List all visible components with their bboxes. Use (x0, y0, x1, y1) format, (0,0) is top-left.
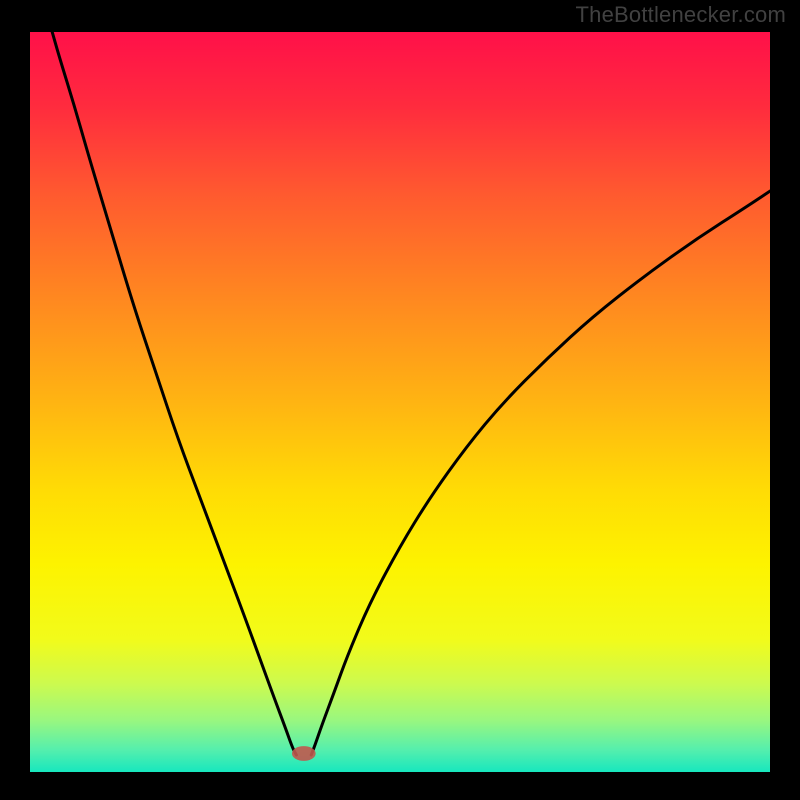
bottleneck-marker (292, 746, 316, 761)
chart-container: TheBottlenecker.com (0, 0, 800, 800)
bottleneck-chart (0, 0, 800, 800)
gradient-background (30, 32, 770, 772)
watermark-text: TheBottlenecker.com (576, 2, 786, 28)
